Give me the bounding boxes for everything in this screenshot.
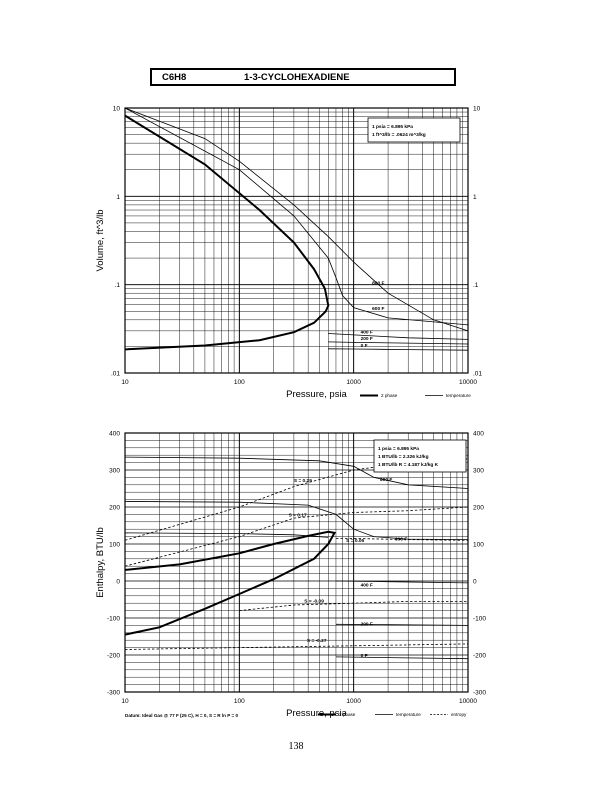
y-tick-label-right: .1	[473, 282, 479, 289]
temperature-line	[124, 107, 469, 326]
y-tick-label-right: 300	[473, 468, 484, 475]
y-tick-label-right: 0	[473, 579, 477, 586]
x-tick-label: 10000	[459, 698, 477, 705]
entropy-line	[124, 458, 469, 541]
x-axis-label: Pressure, psia	[286, 389, 347, 400]
curve-label: 600 F	[372, 306, 384, 312]
curve-label: 800 F	[372, 281, 384, 287]
curve-label: S = -0.27	[307, 638, 327, 644]
y-axis-label: Volume, ft^3/lb	[95, 209, 106, 271]
y-tick-label-left: -200	[107, 653, 120, 660]
y-tick-label-left: 300	[109, 468, 120, 475]
conversion-box	[367, 117, 461, 143]
curve-label: 400 F	[361, 583, 373, 589]
y-tick-label-left: -100	[107, 616, 120, 623]
curve-label: 200 F	[361, 336, 373, 342]
temperature-line	[328, 341, 469, 345]
legend-label: 2 phase	[339, 712, 356, 717]
x-tick-label: 10	[121, 379, 129, 386]
curve-label: S = 0.17	[289, 512, 307, 518]
conversion-text: 1 psia = 6.895 kPa	[378, 446, 419, 452]
y-tick-label-right: 10	[473, 106, 481, 113]
page-number: 138	[288, 741, 304, 752]
y-tick-label-right: 1	[473, 194, 477, 201]
y-tick-label-left: .01	[111, 371, 120, 378]
x-axis-label: Pressure, psia	[286, 708, 347, 719]
x-tick-label: 100	[234, 698, 245, 705]
curve-label: 800 F	[380, 477, 392, 483]
x-tick-label: 100	[234, 379, 245, 386]
datum-note: Datum: Ideal Gas @ 77 F (25 C), H = 0, S…	[125, 713, 238, 718]
y-tick-label-left: -300	[107, 690, 120, 697]
conversion-text: 1 ft^3/lb = .0624 m^3/kg	[372, 132, 426, 138]
legend-label: temperature	[446, 393, 471, 398]
two-phase-curve	[124, 530, 337, 636]
y-tick-label-left: 0	[116, 579, 120, 586]
y-tick-label-left: 1	[116, 194, 120, 201]
y-tick-label-left: 400	[109, 431, 120, 438]
y-tick-label-right: -300	[473, 690, 486, 697]
conversion-text: 1 BTU/lb = 2.326 kJ/kg	[378, 454, 429, 460]
y-tick-label-right: .01	[473, 371, 482, 378]
temperature-line	[335, 656, 469, 660]
y-tick-label-left: .1	[115, 282, 121, 289]
temperature-line	[335, 580, 469, 584]
legend-label: temperature	[396, 712, 421, 717]
curve-label: 600 F	[395, 536, 407, 542]
y-tick-label-right: 400	[473, 431, 484, 438]
conversion-box	[373, 439, 467, 473]
y-axis-label: Enthalpy, BTU/lb	[95, 527, 106, 598]
temperature-line	[124, 532, 329, 538]
y-tick-label-right: -200	[473, 653, 486, 660]
curve-label: S = 0.05	[346, 538, 364, 544]
temperature-line	[124, 107, 469, 332]
y-tick-label-left: 10	[113, 106, 121, 113]
y-tick-label-right: -100	[473, 616, 486, 623]
y-tick-label-right: 200	[473, 505, 484, 512]
temperature-line	[124, 456, 469, 489]
entropy-line	[239, 601, 468, 611]
x-tick-label: 10000	[459, 379, 477, 386]
legend-label: 2 phase	[381, 393, 398, 398]
x-tick-label: 1000	[346, 698, 361, 705]
two-phase-curve	[124, 114, 330, 351]
temperature-line	[335, 623, 469, 626]
curve-label: 0 F	[361, 653, 368, 659]
entropy-line	[124, 643, 469, 650]
plot-frame	[124, 432, 469, 693]
x-tick-label: 10	[121, 698, 129, 705]
x-tick-label: 1000	[346, 379, 361, 386]
temperature-line	[328, 348, 469, 351]
curve-label: 200 F	[361, 621, 373, 627]
curve-label: S = 0.29	[294, 478, 312, 484]
y-tick-label-right: 100	[473, 542, 484, 549]
legend-label: entropy	[451, 712, 467, 717]
y-tick-label-left: 100	[109, 542, 120, 549]
curve-label: 400 F	[361, 330, 373, 336]
chart-title-box: C6H8 1-3-CYCLOHEXADIENE	[150, 68, 456, 86]
conversion-text: 1 BTU/lb R = 4.187 kJ/kg K	[378, 462, 439, 468]
compound-name: 1-3-CYCLOHEXADIENE	[244, 72, 350, 83]
temperature-line	[328, 333, 469, 340]
plot-frame	[124, 107, 469, 374]
curve-label: S = -0.09	[304, 598, 324, 604]
chemical-formula: C6H8	[162, 72, 187, 83]
y-tick-label-left: 200	[109, 505, 120, 512]
curve-label: 0 F	[361, 343, 368, 349]
conversion-text: 1 psia = 6.895 kPa	[372, 124, 413, 130]
